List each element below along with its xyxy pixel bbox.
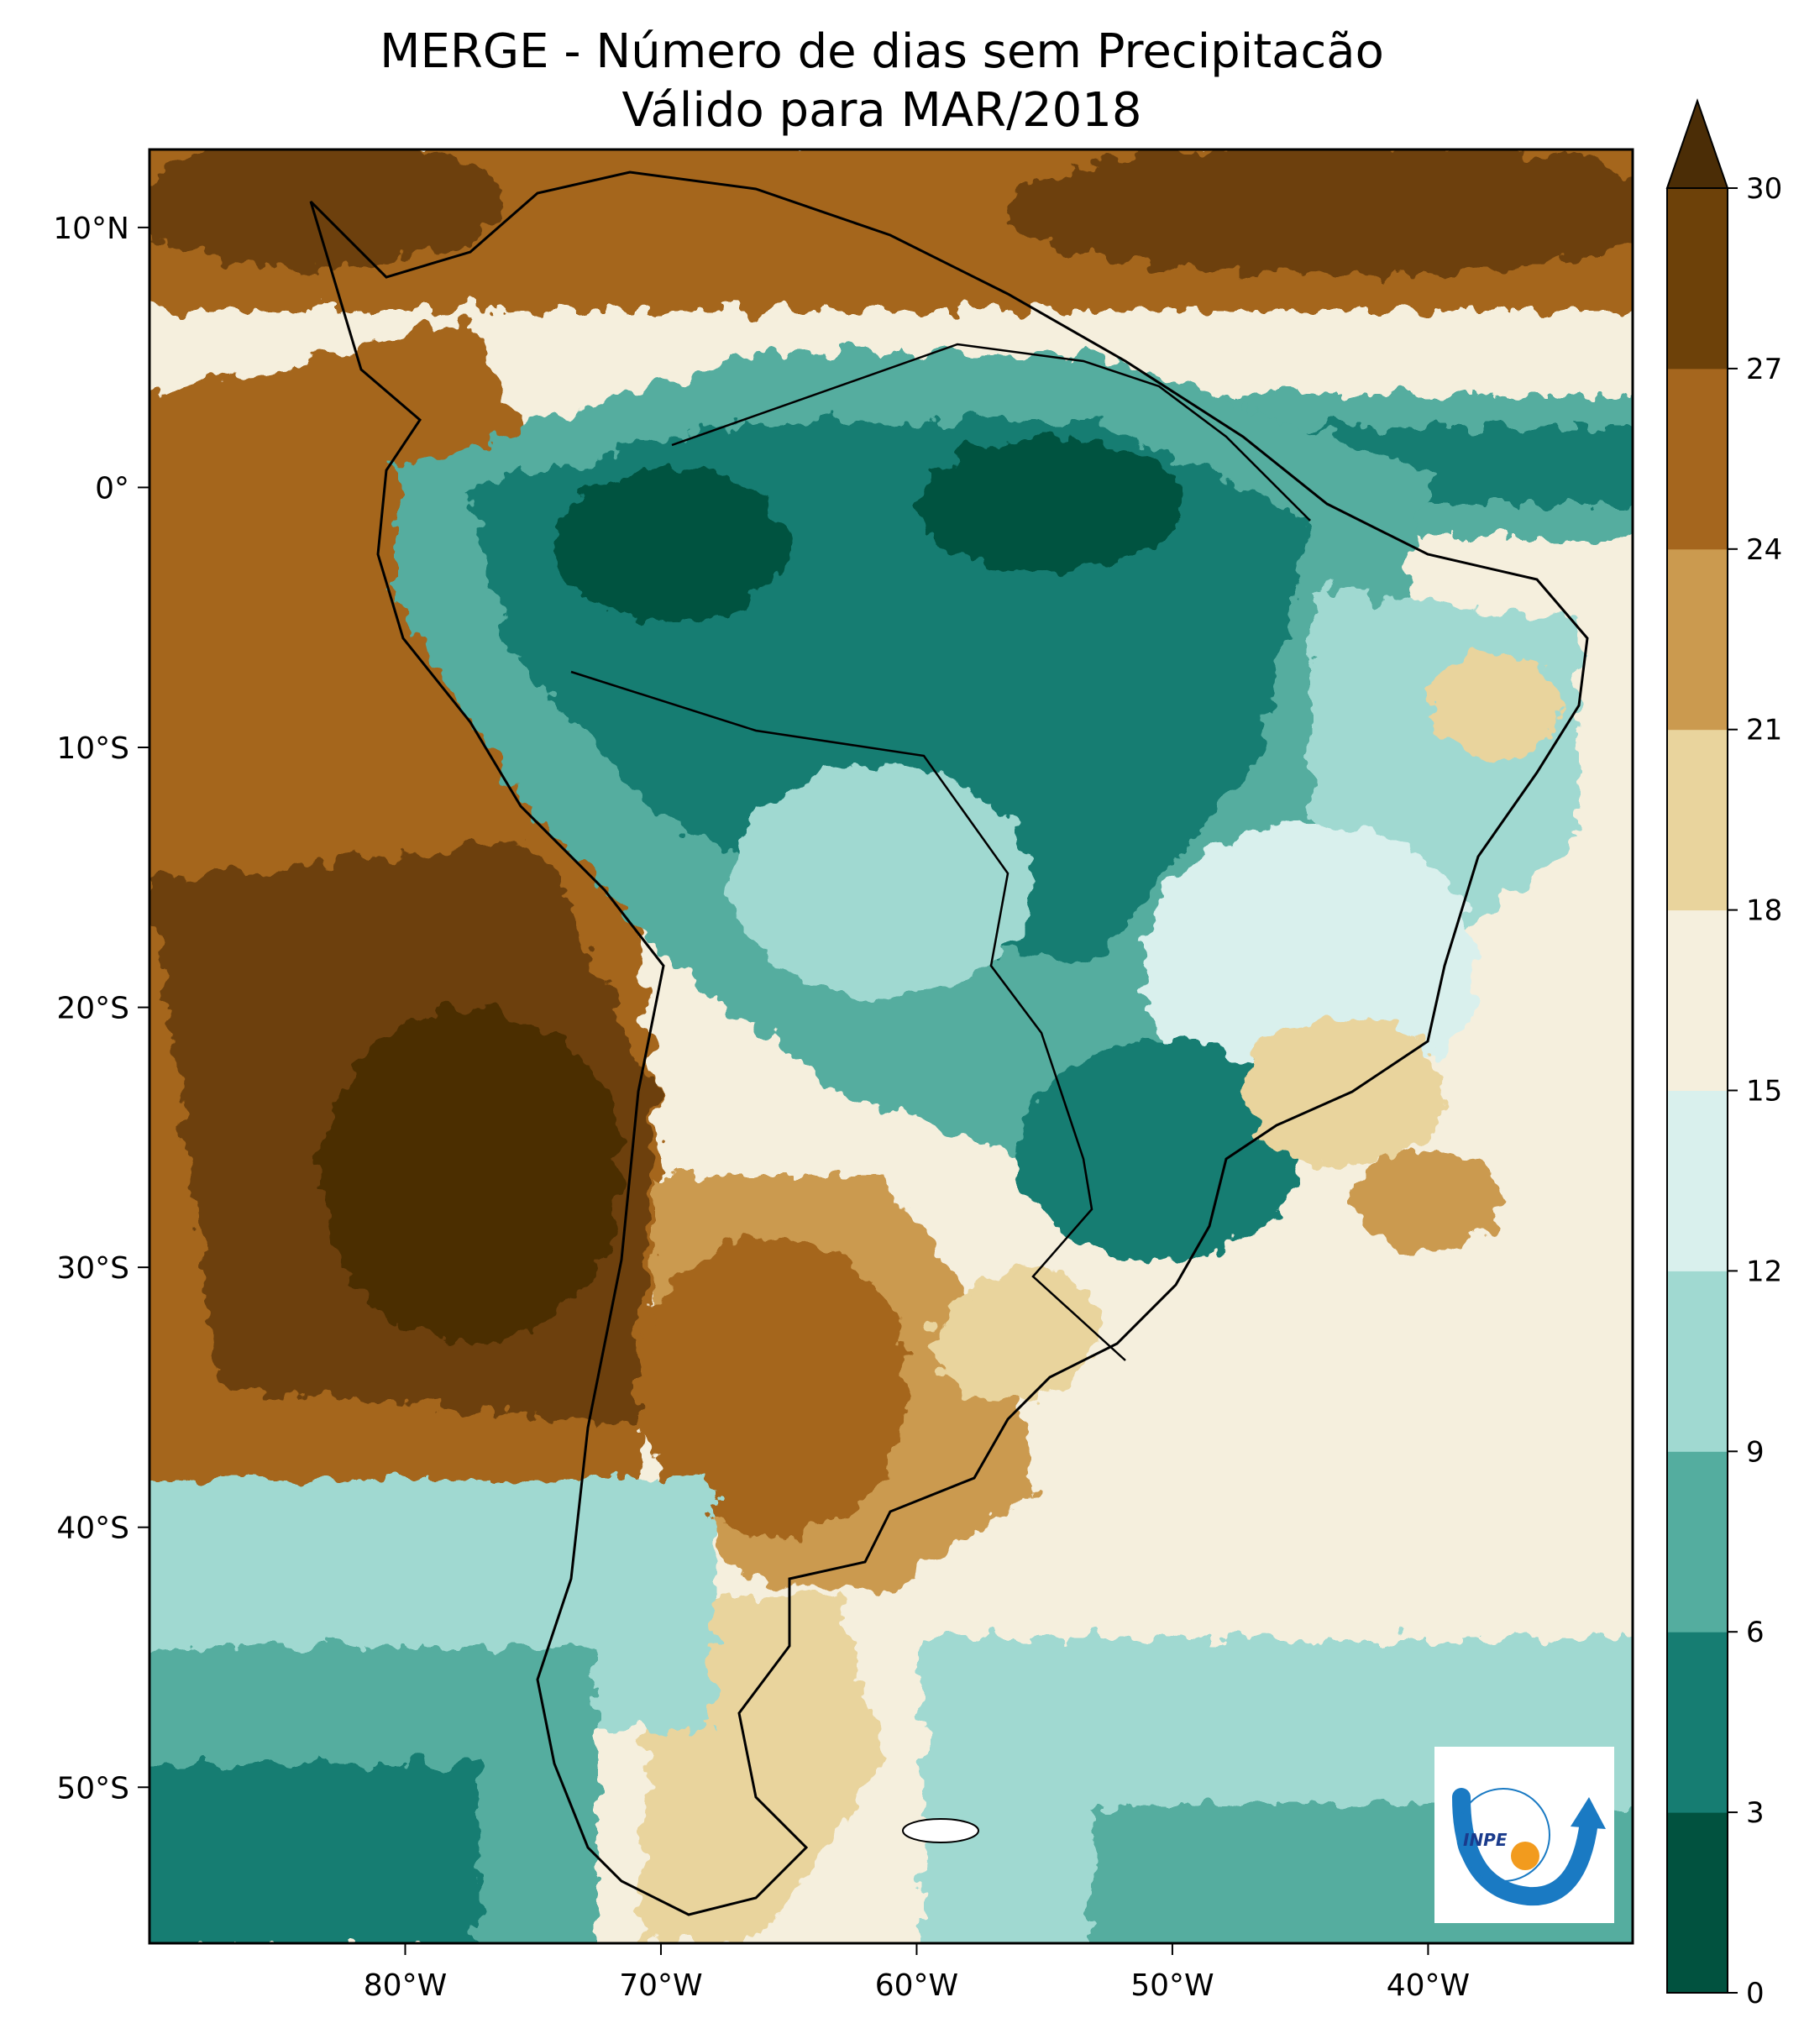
colorbar-tick-label: 18 [1746,894,1782,928]
falkland-islands [902,1818,979,1843]
lon-tick-label: 70°W [619,1968,702,2003]
colorbar: 0 3 6 9 12 15 18 21 24 27 30 [1665,97,1782,2010]
colorbar-segment [1667,909,1728,1091]
colorbar-tick-label: 6 [1746,1616,1765,1649]
colorbar-tick-label: 21 [1746,714,1782,747]
colorbar-segment [1667,1451,1728,1633]
longitude-axis: 80°W 70°W 60°W 50°W 40°W [364,1943,1470,2003]
logo-dot [1511,1842,1539,1870]
lon-tick-label: 50°W [1130,1968,1214,2003]
colorbar-tick-label: 27 [1746,353,1782,386]
logo-text: INPE [1463,1830,1508,1850]
map-title-line2: Válido para MAR/2018 [622,83,1142,138]
caribbean-dry-core [1008,149,1633,277]
continent-outline [309,170,1589,1916]
brazil-border [570,343,1311,1361]
latitude-axis: 10°N 0° 10°S 20°S 30°S 40°S 50°S [53,212,149,1806]
colorbar-segment [1667,1812,1728,1994]
colorbar-extend-arrow [1665,97,1729,189]
lat-tick-label: 50°S [56,1771,129,1806]
precipitation-field [149,149,1633,1943]
map-frame [148,148,1634,1945]
colorbar-tick-label: 3 [1746,1796,1765,1830]
colorbar-segment [1667,188,1728,369]
colorbar-segment [1667,1632,1728,1813]
lat-tick-label: 40°S [56,1512,129,1546]
colorbar-segment [1667,1090,1728,1271]
inpe-logo: INPE [1434,1747,1614,1923]
colorbar-tick-label: 0 [1746,1977,1765,2010]
map-title-line1: MERGE - Número de dias sem Precipitacão [380,24,1384,79]
lon-tick-label: 40°W [1387,1968,1470,2003]
logo-arc-icon [1452,1788,1598,1906]
lat-tick-label: 10°S [56,731,129,766]
colorbar-tick-label: 15 [1746,1075,1782,1108]
colorbar-segment [1667,729,1728,911]
colorbar-segment [1667,548,1728,731]
lat-tick-label: 20°S [56,992,129,1026]
lat-tick-label: 10°N [53,212,129,246]
colorbar-tick-label: 24 [1746,533,1782,567]
colorbar-tick-label: 12 [1746,1255,1782,1288]
colorbar-tick-label: 30 [1746,172,1782,206]
logo-arrow-icon [1571,1797,1606,1829]
lat-tick-label: 30°S [56,1251,129,1286]
lon-tick-label: 60°W [875,1968,958,2003]
lat-tick-label: 0° [95,471,129,506]
lon-tick-label: 80°W [364,1968,447,2003]
colorbar-tick-label: 9 [1746,1435,1765,1469]
colorbar-segment [1667,368,1728,550]
colorbar-segment [1667,1271,1728,1452]
